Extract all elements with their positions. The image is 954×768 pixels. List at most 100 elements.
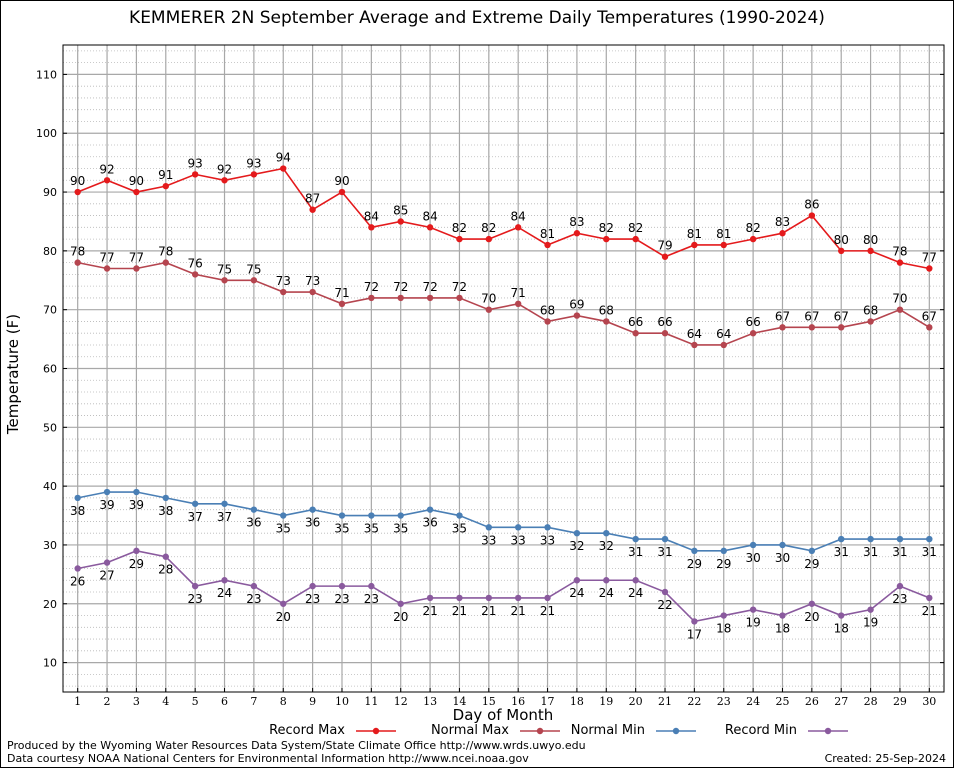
normal-min-point xyxy=(661,535,669,543)
record-max-point xyxy=(896,259,904,266)
x-tick-label: 21 xyxy=(658,695,672,708)
record-max-point xyxy=(838,247,845,255)
normal-min-point xyxy=(426,506,434,513)
y-tick-label: 110 xyxy=(36,68,57,81)
record-max-data-label: 82 xyxy=(452,221,467,235)
normal-max-point xyxy=(779,324,786,331)
x-tick-label: 4 xyxy=(162,695,169,708)
record-min-data-label: 23 xyxy=(892,592,907,606)
record-max-point xyxy=(691,241,698,249)
record-min-point xyxy=(250,582,258,590)
legend-label-normal-max: Normal Max xyxy=(430,723,509,738)
record-min-point xyxy=(867,606,874,613)
legend-item-record-max: Record Max xyxy=(195,723,345,739)
normal-max-data-label: 67 xyxy=(834,309,849,323)
record-min-data-label: 20 xyxy=(804,610,819,624)
normal-min-data-label: 33 xyxy=(481,533,496,547)
normal-min-point xyxy=(485,524,493,531)
normal-max-data-label: 71 xyxy=(511,286,526,300)
record-max-data-label: 83 xyxy=(569,215,584,229)
normal-min-point xyxy=(838,535,845,543)
normal-min-data-label: 31 xyxy=(834,545,849,559)
record-max-point xyxy=(133,188,140,196)
record-min-line xyxy=(77,550,930,623)
x-tick-label: 27 xyxy=(834,695,848,708)
normal-min-data-label: 39 xyxy=(129,498,144,512)
record-min-data-label: 23 xyxy=(188,592,203,606)
normal-min-point xyxy=(250,506,258,513)
record-min-data-label: 18 xyxy=(834,622,849,636)
record-max-point xyxy=(74,188,81,196)
legend-marker-record-min xyxy=(824,727,832,735)
record-max-point xyxy=(162,182,169,190)
normal-max-point xyxy=(103,265,111,272)
x-tick-label: 12 xyxy=(394,695,408,708)
record-min-data-label: 24 xyxy=(217,586,232,600)
record-min-data-label: 24 xyxy=(569,586,584,600)
normal-min-data-label: 29 xyxy=(804,557,819,571)
normal-max-point xyxy=(397,294,404,302)
y-tick-label: 20 xyxy=(43,598,57,611)
normal-min-data-label: 35 xyxy=(452,522,467,536)
normal-min-point xyxy=(191,500,199,507)
normal-min-data-label: 36 xyxy=(422,516,437,530)
normal-min-data-label: 36 xyxy=(305,516,320,530)
record-min-data-label: 23 xyxy=(334,592,349,606)
record-min-point xyxy=(309,582,316,590)
normal-max-data-label: 73 xyxy=(276,274,291,288)
normal-max-point xyxy=(338,300,346,307)
normal-max-point xyxy=(691,341,698,349)
normal-min-point xyxy=(221,500,228,507)
record-min-data-label: 21 xyxy=(422,604,437,618)
normal-max-point xyxy=(603,318,610,325)
normal-max-point xyxy=(896,306,904,313)
record-min-point xyxy=(280,600,287,607)
x-axis-label: Day of Month xyxy=(452,706,554,724)
y-tick-label: 90 xyxy=(43,186,57,199)
legend-marker-normal-min xyxy=(672,727,680,735)
normal-max-data-label: 67 xyxy=(775,309,790,323)
record-max-point xyxy=(603,235,610,243)
normal-max-data-label: 78 xyxy=(158,245,173,259)
x-tick-label: 11 xyxy=(364,695,378,708)
normal-max-data-label: 72 xyxy=(452,280,467,294)
normal-max-point xyxy=(485,306,493,313)
normal-max-data-label: 68 xyxy=(599,303,614,317)
record-max-point xyxy=(397,218,404,225)
normal-max-point xyxy=(632,330,639,337)
record-min-data-label: 24 xyxy=(599,586,614,600)
normal-max-point xyxy=(838,324,845,331)
record-max-point xyxy=(309,206,316,213)
record-max-data-label: 82 xyxy=(481,221,496,235)
record-min-data-label: 21 xyxy=(481,604,496,618)
normal-max-point xyxy=(661,330,669,337)
record-min-point xyxy=(632,577,639,584)
normal-min-point xyxy=(603,529,610,537)
record-min-point xyxy=(368,582,375,590)
record-max-point xyxy=(103,177,111,184)
normal-min-data-label: 37 xyxy=(217,510,232,524)
normal-min-point xyxy=(280,512,287,519)
normal-min-point xyxy=(749,541,757,549)
record-max-point xyxy=(485,235,493,243)
record-min-point xyxy=(133,547,140,555)
normal-max-data-label: 72 xyxy=(393,280,408,294)
normal-min-data-label: 31 xyxy=(892,545,907,559)
record-min-point xyxy=(74,565,81,572)
record-min-point xyxy=(426,594,434,602)
x-tick-label: 25 xyxy=(775,695,789,708)
record-min-point xyxy=(162,553,169,560)
normal-max-data-label: 67 xyxy=(804,309,819,323)
normal-max-data-label: 66 xyxy=(657,315,672,329)
record-min-point xyxy=(838,612,845,619)
record-max-data-label: 93 xyxy=(188,156,203,170)
normal-max-point xyxy=(368,294,375,302)
normal-min-data-label: 35 xyxy=(393,522,408,536)
normal-min-data-label: 32 xyxy=(599,539,614,553)
normal-max-data-label: 73 xyxy=(305,274,320,288)
normal-max-point xyxy=(426,294,434,302)
record-min-data-label: 21 xyxy=(452,604,467,618)
normal-max-point xyxy=(221,277,228,284)
y-tick-label: 100 xyxy=(36,127,57,140)
normal-max-point xyxy=(808,324,816,331)
